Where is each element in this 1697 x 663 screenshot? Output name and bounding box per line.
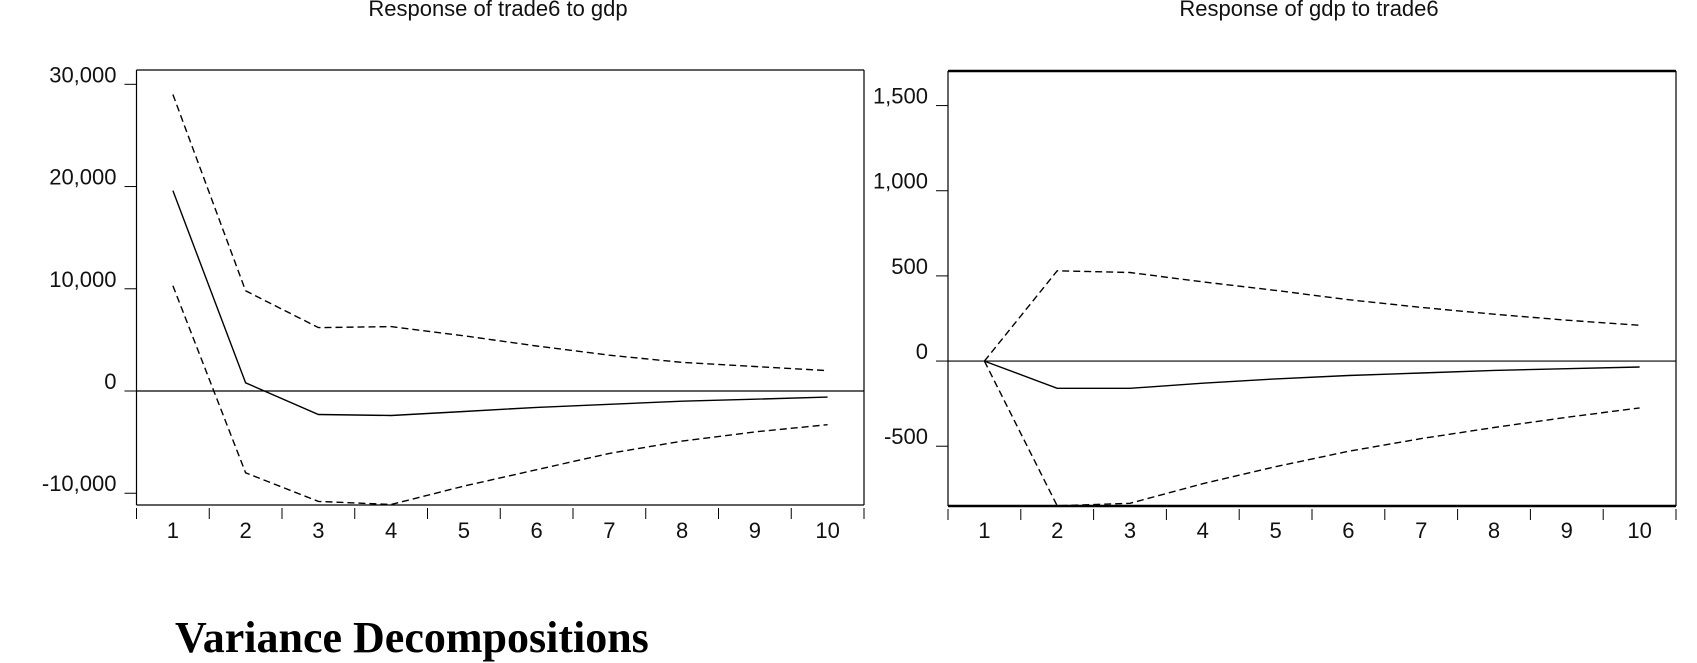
x-tick-label: 2 — [1051, 518, 1063, 543]
x-tick-label: 8 — [676, 518, 688, 543]
x-tick-label: 1 — [978, 518, 990, 543]
x-tick-label: 1 — [167, 518, 179, 543]
section-heading: Variance Decompositions — [175, 612, 649, 663]
x-tick-label: 7 — [1415, 518, 1427, 543]
y-tick-label: 20,000 — [49, 165, 116, 190]
chart-title: Response of gdp to trade6 — [1179, 0, 1438, 21]
x-tick-label: 5 — [1269, 518, 1281, 543]
x-tick-label: 3 — [312, 518, 324, 543]
x-tick-label: 6 — [1342, 518, 1354, 543]
lower-line — [173, 286, 828, 505]
chart-title: Response of trade6 to gdp — [368, 0, 627, 21]
x-tick-label: 5 — [458, 518, 470, 543]
y-tick-label: 10,000 — [49, 267, 116, 292]
x-tick-label: 7 — [603, 518, 615, 543]
chart-panel-1: Response of trade6 to gdp -10,000 0 10,000 2… — [42, 0, 864, 543]
x-tick-label: 4 — [385, 518, 397, 543]
chart-panel-2: Response of gdp to trade6 -500 0 500 1,000 1,… — [873, 0, 1676, 543]
x-tick-label: 10 — [1627, 518, 1651, 543]
x-tick-label: 2 — [240, 518, 252, 543]
upper-line — [173, 95, 828, 371]
lower-line — [984, 361, 1639, 506]
x-tick-label: 6 — [531, 518, 543, 543]
x-tick-label: 8 — [1488, 518, 1500, 543]
upper-line — [984, 271, 1639, 361]
y-tick-label: 1,500 — [873, 84, 928, 109]
y-tick-label: 30,000 — [49, 62, 116, 87]
y-tick-label: -500 — [884, 424, 928, 449]
x-tick-label: 9 — [1561, 518, 1573, 543]
response-line — [984, 361, 1639, 388]
impulse-response-charts: Response of trade6 to gdp -10,000 0 10,000 2… — [0, 0, 1697, 630]
y-tick-label: 500 — [891, 254, 928, 279]
x-tick-label: 10 — [815, 518, 839, 543]
y-tick-label: -10,000 — [42, 471, 117, 496]
y-tick-label: 0 — [916, 339, 928, 364]
y-tick-label: 1,000 — [873, 169, 928, 194]
y-tick-label: 0 — [104, 369, 116, 394]
x-tick-label: 9 — [749, 518, 761, 543]
x-tick-label: 3 — [1124, 518, 1136, 543]
x-tick-label: 4 — [1197, 518, 1209, 543]
